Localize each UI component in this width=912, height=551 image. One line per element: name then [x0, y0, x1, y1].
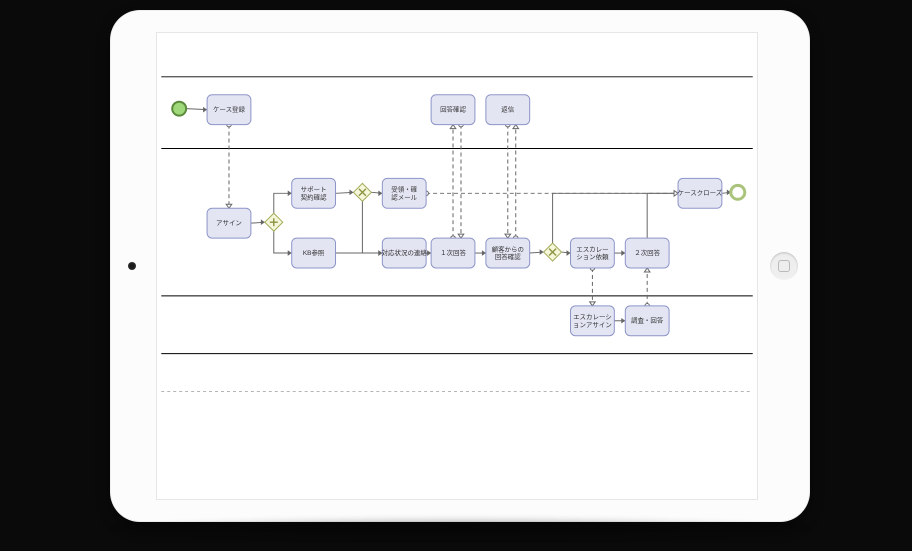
task-label: 認メール — [391, 192, 417, 201]
task-label: KB参照 — [303, 248, 325, 257]
task-label: 返信 — [501, 104, 514, 113]
task-label: ケース登録 — [213, 104, 246, 113]
task-label: 回答確認 — [495, 252, 521, 261]
task-label: 対応状況の連絡 — [382, 248, 428, 257]
task-label: 調査・回答 — [631, 315, 664, 324]
task-label: 顧客からの — [492, 244, 524, 253]
ipad-home-button[interactable] — [770, 252, 798, 280]
task-label: ション依頼 — [576, 252, 609, 261]
task-label: エスカレーシ — [573, 313, 612, 321]
task-label: 契約確認 — [301, 192, 327, 201]
task-label: １次回答 — [440, 248, 466, 257]
task-label: ョンアサイン — [573, 321, 612, 329]
start-event — [172, 102, 186, 116]
bpmn-diagram: ケース登録回答確認返信アサインサポート契約確認受領・確認メールケースクローズKB… — [157, 33, 757, 499]
task-label: ２次回答 — [634, 248, 660, 257]
ipad-camera — [128, 262, 136, 270]
ipad-screen: ケース登録回答確認返信アサインサポート契約確認受領・確認メールケースクローズKB… — [156, 32, 758, 500]
ipad-frame: ケース登録回答確認返信アサインサポート契約確認受領・確認メールケースクローズKB… — [110, 10, 810, 522]
task-label: 回答確認 — [440, 104, 466, 113]
task-label: サポート — [301, 186, 327, 194]
end-event — [731, 185, 745, 199]
task-label: エスカレー — [576, 245, 608, 253]
task-label: アサイン — [216, 219, 242, 227]
task-label: ケースクローズ — [678, 188, 723, 197]
task-label: 受領・確 — [391, 185, 417, 194]
